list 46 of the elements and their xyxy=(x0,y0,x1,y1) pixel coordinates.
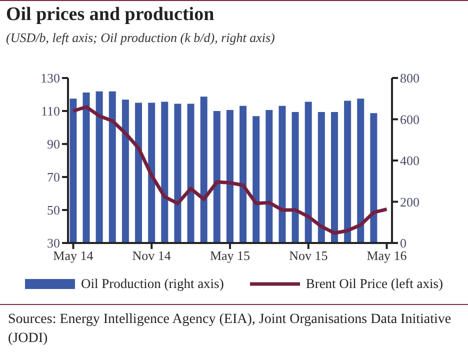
chart-title: Oil prices and production xyxy=(6,4,214,26)
x-tick-label: May 15 xyxy=(210,248,250,264)
bar xyxy=(122,100,129,243)
y2-tick-label: 400 xyxy=(400,153,420,168)
bar xyxy=(330,112,338,243)
y-tick-label: 50 xyxy=(47,202,60,218)
bar xyxy=(278,106,286,243)
bar xyxy=(240,106,247,243)
y2-tick-label: 800 xyxy=(400,70,420,86)
y-tick-label: 110 xyxy=(40,104,60,119)
bar xyxy=(357,98,364,243)
bar xyxy=(266,110,273,243)
bar xyxy=(82,92,90,243)
y-tick-label: 130 xyxy=(40,70,60,86)
bar xyxy=(318,112,325,243)
bar xyxy=(108,91,116,243)
bar xyxy=(226,110,234,243)
bar xyxy=(174,104,182,243)
bar xyxy=(148,102,156,243)
bar xyxy=(187,104,194,243)
y2-tick-label: 600 xyxy=(400,112,420,127)
source-note: Sources: Energy Intelligence Agency (EIA), Joint Organisations Data Initiative (JODI) xyxy=(8,311,452,348)
x-tick-label: Nov 15 xyxy=(289,248,328,264)
legend-label: Oil Production (right axis) xyxy=(80,276,224,292)
y-tick-label: 30 xyxy=(47,236,60,251)
bar xyxy=(200,96,208,243)
y2-tick-label: 200 xyxy=(400,194,420,210)
bar xyxy=(161,102,168,243)
bar xyxy=(370,113,378,243)
x-tick-label: Nov 14 xyxy=(132,248,172,264)
y-tick-label: 70 xyxy=(47,170,60,185)
bar xyxy=(344,100,352,243)
bar xyxy=(213,111,220,243)
y-tick-label: 90 xyxy=(47,136,60,152)
y2-tick-label: 0 xyxy=(400,236,406,251)
bar xyxy=(292,112,299,243)
bar xyxy=(135,102,142,243)
bar xyxy=(70,98,77,243)
x-tick-label: May 14 xyxy=(53,248,94,264)
legend-label: Brent Oil Price (left axis) xyxy=(306,276,444,292)
bar xyxy=(96,91,103,243)
chart-subtitle: (USD/b, left axis; Oil production (k b/d), right axis) xyxy=(6,30,275,46)
bar xyxy=(304,102,312,243)
line-series xyxy=(71,105,389,235)
x-tick-label: May 16 xyxy=(366,248,408,264)
bar xyxy=(252,116,260,243)
